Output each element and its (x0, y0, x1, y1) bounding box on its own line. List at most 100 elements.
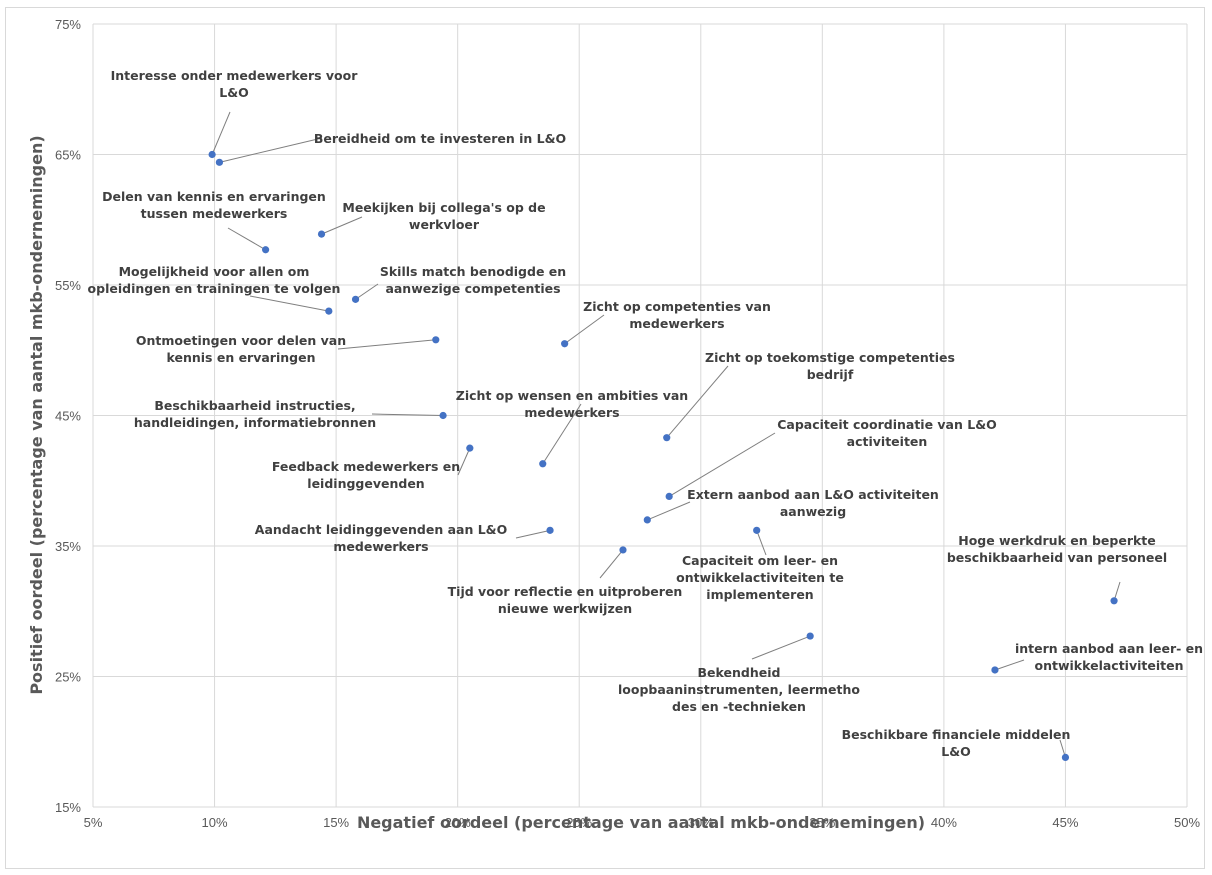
y-tick-label: 45% (55, 409, 81, 424)
point-label: Bereidheid om te investeren in L&O (314, 131, 566, 146)
point-label: Bekendheid loopbaaninstrumenten, leermeth… (618, 665, 860, 714)
x-tick-label: 10% (202, 815, 228, 830)
scatter-point (539, 460, 547, 468)
y-tick-label: 65% (55, 148, 81, 163)
point-label: Beschikbare financiele middelen L&O (842, 727, 1071, 759)
point-label: Skills match benodigde en aanwezige compe… (380, 264, 566, 296)
point-label-line: Capaciteit om leer- en (682, 553, 838, 568)
point-label-line: Aandacht leidinggevenden aan L&O (255, 522, 507, 537)
point-label: Mogelijkheid voor allen om opleidingen en… (88, 264, 341, 296)
point-label-line: medewerkers (629, 316, 724, 331)
scatter-point (806, 632, 814, 640)
scatter-point (208, 150, 216, 159)
point-label: Aandacht leidinggevenden aan L&O medewerk… (255, 522, 507, 554)
point-label-line: tussen medewerkers (141, 206, 288, 221)
point-label-line: implementeren (706, 587, 813, 602)
point-label-line: aanwezige competenties (385, 281, 560, 296)
leader-line (371, 413, 444, 416)
x-tick-label: 5% (84, 815, 103, 830)
x-tick-label: 45% (1052, 815, 1078, 830)
scatter-point (663, 434, 671, 442)
point-label-line: ontwikkelactiviteiten te (676, 570, 844, 585)
point-label: Meekijken bij collega's op de werkvloer (342, 200, 545, 232)
leader-line (457, 447, 471, 476)
y-tick-label: 75% (55, 17, 81, 32)
point-label-line: Capaciteit coordinatie van L&O (777, 417, 996, 432)
point-label-line: bedrijf (807, 367, 854, 382)
leader-line (542, 403, 582, 465)
scatter-point (1110, 597, 1118, 605)
scatter-point (1061, 753, 1070, 762)
x-tick-label: 20% (445, 815, 471, 830)
point-label: Capaciteit om leer- en ontwikkelactivitei… (676, 553, 844, 602)
point-label-line: Extern aanbod aan L&O activiteiten (687, 487, 939, 502)
point-label: intern aanbod aan leer- en ontwikkelactiv… (1015, 641, 1203, 673)
scatter-point (546, 526, 554, 534)
leader-line (599, 549, 624, 579)
scatter-point (351, 295, 360, 303)
leader-line (211, 111, 231, 155)
data-points (208, 150, 1118, 762)
scatter-point (215, 158, 224, 166)
point-label-line: kennis en ervaringen (167, 350, 316, 365)
point-label: Tijd voor reflectie en uitproberen nieuwe… (448, 584, 683, 616)
point-label-line: Zicht op wensen en ambities van (456, 388, 688, 403)
point-label-line: Beschikbaarheid instructies, (154, 398, 355, 413)
x-tick-label: 50% (1174, 815, 1200, 830)
point-label-line: Meekijken bij collega's op de (342, 200, 545, 215)
leader-line (321, 216, 363, 235)
point-label-line: Tijd voor reflectie en uitproberen (448, 584, 683, 599)
point-label-line: Delen van kennis en ervaringen (102, 189, 326, 204)
point-label-line: Skills match benodigde en (380, 264, 566, 279)
point-label: Extern aanbod aan L&O activiteiten aanwez… (687, 487, 939, 519)
point-label-line: Feedback medewerkers en (272, 459, 460, 474)
point-label-line: des en -technieken (672, 699, 806, 714)
leader-lines (211, 111, 1121, 758)
leader-line (668, 432, 776, 497)
leader-line (751, 635, 811, 660)
x-tick-label: 25% (566, 815, 592, 830)
y-tick-label: 15% (55, 800, 81, 815)
leader-line (355, 283, 379, 300)
scatter-point (619, 546, 627, 554)
point-label-line: beschikbaarheid van personeel (947, 550, 1167, 565)
leader-line (227, 227, 266, 251)
scatter-point (991, 666, 999, 674)
scatter-point (317, 230, 326, 238)
point-label: Hoge werkdruk en beperkte beschikbaarheid… (947, 533, 1167, 565)
point-label-line: medewerkers (524, 405, 619, 420)
scatter-point (432, 336, 440, 344)
scatter-point (753, 526, 761, 534)
y-tick-label: 25% (55, 670, 81, 685)
point-label: Capaciteit coordinatie van L&O activiteit… (777, 417, 996, 449)
point-label-line: leidinggevenden (307, 476, 424, 491)
tick-labels: 5% 10% 15% 20% 25% 30% 35% 40% 45% 50% 15% 25% 35% 45… (55, 17, 1200, 830)
point-label-line: intern aanbod aan leer- en (1015, 641, 1203, 656)
point-label-line: Bereidheid om te investeren in L&O (314, 131, 566, 146)
leader-line (337, 339, 436, 350)
point-label-line: werkvloer (409, 217, 480, 232)
point-label-line: Bekendheid (698, 665, 781, 680)
point-label-line: L&O (941, 744, 971, 759)
point-label-line: Beschikbare financiele middelen (842, 727, 1071, 742)
point-label: Beschikbaarheid instructies, handleidinge… (134, 398, 376, 430)
point-label-line: activiteiten (847, 434, 928, 449)
leader-line (994, 659, 1025, 671)
point-label-line: Zicht op competenties van (583, 299, 771, 314)
point-label: Feedback medewerkers en leidinggevenden (272, 459, 460, 491)
point-label-line: aanwezig (780, 504, 846, 519)
scatter-point (466, 444, 474, 452)
scatter-point (643, 516, 651, 524)
x-axis-title: Negatief oordeel (percentage van aantal … (357, 813, 925, 832)
point-label-line: Hoge werkdruk en beperkte (958, 533, 1156, 548)
scatter-point (561, 340, 569, 348)
leader-line (219, 137, 323, 163)
point-labels: Interesse onder medewerkers voor L&O Berei… (88, 68, 1204, 759)
point-label-line: Mogelijkheid voor allen om (119, 264, 310, 279)
leader-line (647, 501, 691, 521)
point-label: Zicht op competenties van medewerkers (583, 299, 771, 331)
point-label-line: Ontmoetingen voor delen van (136, 333, 346, 348)
point-label-line: Interesse onder medewerkers voor (111, 68, 359, 83)
